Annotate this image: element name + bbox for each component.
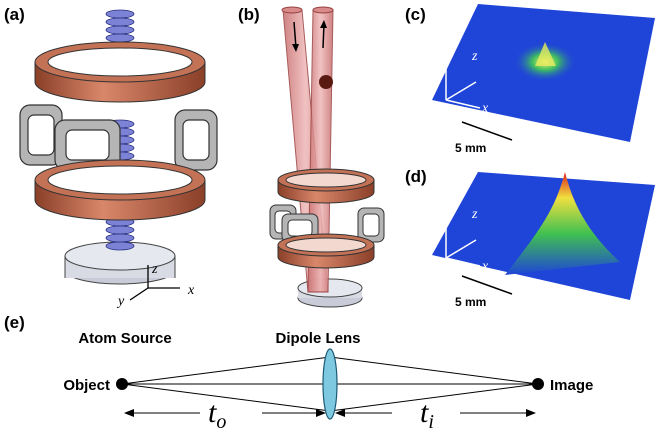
subscript: i — [428, 411, 434, 432]
panel-c: (c) z x 5 mm — [405, 4, 655, 155]
panel-b: (b) Dipole Lens — [238, 5, 384, 347]
scale-bar-label: 5 mm — [455, 141, 486, 155]
image-label: Image — [550, 377, 593, 394]
panel-label: (a) — [4, 5, 25, 24]
axis-label: y — [116, 294, 125, 309]
object-distance: to — [208, 396, 226, 432]
axis-label: x — [481, 101, 489, 116]
figure: (a) z y x Atom Source (b) — [0, 0, 660, 432]
axis-label: x — [187, 283, 195, 298]
panel-d: (d) z x 5 mm — [405, 167, 655, 309]
axis-label: z — [471, 207, 478, 222]
object-label: Object — [63, 377, 110, 394]
caption: Atom Source — [78, 330, 171, 347]
panel-a: (a) z y x Atom Source — [4, 5, 217, 347]
scale-bar-label: 5 mm — [455, 295, 486, 309]
panel-label: (d) — [405, 167, 427, 186]
image-distance: ti — [420, 396, 434, 432]
panel-label: (b) — [238, 5, 260, 24]
panel-label: (c) — [405, 5, 426, 24]
caption: Dipole Lens — [275, 330, 360, 347]
subscript: o — [216, 411, 226, 432]
axis-label: z — [471, 49, 478, 64]
axis-label: z — [151, 262, 158, 277]
panel-label: (e) — [4, 313, 25, 332]
axis-label: x — [481, 259, 489, 274]
